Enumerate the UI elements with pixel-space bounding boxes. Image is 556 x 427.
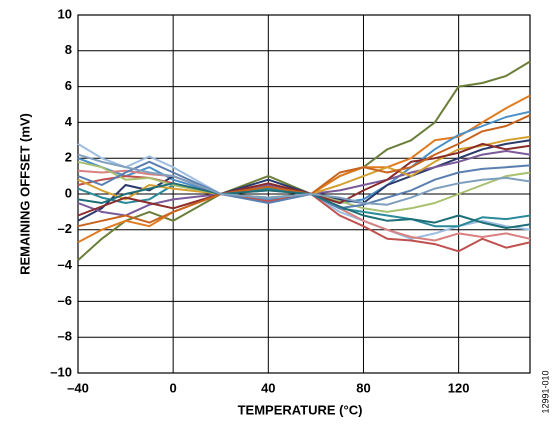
y-tick-label: 4	[65, 114, 73, 129]
y-tick-label: 0	[65, 185, 72, 200]
data-line	[77, 153, 531, 206]
x-tick-label: 80	[356, 380, 370, 395]
y-tick-label: 10	[58, 6, 72, 21]
y-axis-title: REMAINING OFFSET (mV)	[17, 113, 32, 275]
y-tick-label: –2	[58, 221, 72, 236]
data-line	[77, 150, 531, 217]
x-tick-label: –40	[67, 380, 89, 395]
data-line	[77, 143, 531, 240]
y-tick-label: –6	[58, 293, 72, 308]
data-line	[77, 139, 531, 222]
plot-frame	[77, 14, 531, 374]
data-line	[77, 175, 531, 253]
x-axis-title: TEMPERATURE (°C)	[238, 402, 363, 417]
x-tick-label: 40	[261, 380, 275, 395]
data-line	[77, 160, 531, 213]
y-tick-label: –8	[58, 329, 72, 344]
x-tick-label: 120	[448, 380, 470, 395]
data-line	[77, 160, 531, 210]
figure-id: 12991-010	[540, 370, 550, 413]
y-tick-label: –4	[58, 257, 73, 272]
data-line	[77, 182, 531, 229]
y-tick-label: 6	[65, 78, 72, 93]
data-line	[77, 142, 531, 217]
data-line	[77, 114, 531, 228]
y-tick-label: 8	[65, 42, 72, 57]
x-tick-label: 0	[170, 380, 177, 395]
y-tick-label: –10	[50, 364, 72, 379]
y-tick-label: 2	[65, 150, 72, 165]
